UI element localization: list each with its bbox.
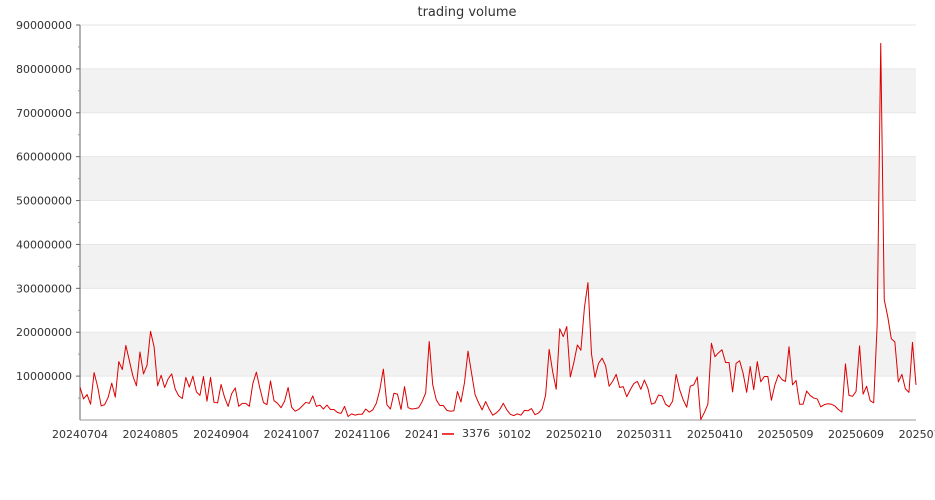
x-tick-label: 20250609 — [828, 428, 884, 441]
y-tick-label: 80000000 — [16, 63, 72, 76]
x-tick-label: 20241007 — [264, 428, 320, 441]
grid-band — [80, 68, 916, 113]
grid-lines — [80, 24, 916, 377]
y-tick-label: 40000000 — [16, 238, 72, 251]
x-tick-label: 20240805 — [123, 428, 179, 441]
legend: 3376 — [437, 424, 499, 442]
grid-band — [80, 332, 916, 377]
chart-title: trading volume — [417, 5, 516, 20]
y-tick-label: 60000000 — [16, 151, 72, 164]
y-tick-label: 70000000 — [16, 107, 72, 120]
legend-label: 3376 — [462, 427, 490, 440]
legend-background — [437, 424, 499, 442]
x-tick-label: 20250410 — [687, 428, 743, 441]
x-tick-label: 20240904 — [193, 428, 249, 441]
y-axis-ticks: 10000000 20000000 30000000 40000000 50000000… — [16, 19, 80, 399]
x-tick-label: 20240704 — [52, 428, 108, 441]
series-layer — [79, 42, 917, 421]
x-tick-label: 20241106 — [334, 428, 390, 441]
grid-band — [80, 244, 916, 289]
x-tick-label: 20250709 — [899, 428, 935, 441]
x-tick-label: 20250311 — [616, 428, 672, 441]
grid-band — [80, 156, 916, 201]
x-tick-label: 20250509 — [757, 428, 813, 441]
grid-bands — [80, 68, 916, 377]
x-tick-label: 20250210 — [546, 428, 602, 441]
y-tick-label: 90000000 — [16, 19, 72, 32]
y-tick-label: 30000000 — [16, 282, 72, 295]
y-tick-label: 50000000 — [16, 195, 72, 208]
y-tick-label: 20000000 — [16, 326, 72, 339]
series-line-3376 — [79, 42, 917, 421]
y-tick-label: 10000000 — [16, 370, 72, 383]
